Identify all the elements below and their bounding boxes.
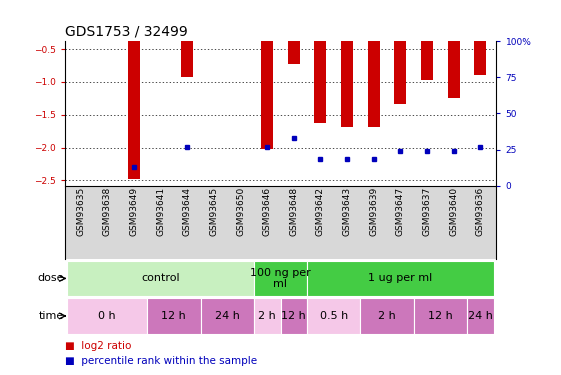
Text: 0.5 h: 0.5 h <box>320 311 348 321</box>
Text: 24 h: 24 h <box>215 311 240 321</box>
Text: GSM93641: GSM93641 <box>156 187 165 236</box>
Bar <box>128 41 140 179</box>
Bar <box>414 298 467 334</box>
Text: GSM93646: GSM93646 <box>263 187 272 236</box>
Text: ■  log2 ratio: ■ log2 ratio <box>65 340 131 351</box>
Bar <box>254 298 280 334</box>
Bar <box>254 261 307 296</box>
Text: 24 h: 24 h <box>468 311 493 321</box>
Text: time: time <box>39 311 64 321</box>
Bar <box>280 298 307 334</box>
Bar <box>307 261 494 296</box>
Text: GSM93640: GSM93640 <box>449 187 458 236</box>
Bar <box>315 41 327 123</box>
Bar <box>307 298 361 334</box>
Bar <box>421 41 433 80</box>
Bar <box>341 41 353 126</box>
Bar <box>361 298 414 334</box>
Bar <box>467 298 494 334</box>
Bar <box>288 41 300 63</box>
Bar <box>200 298 254 334</box>
Text: GDS1753 / 32499: GDS1753 / 32499 <box>65 25 187 39</box>
Text: GSM93638: GSM93638 <box>103 187 112 236</box>
Text: 1 ug per ml: 1 ug per ml <box>369 273 433 284</box>
Bar <box>394 41 407 104</box>
Text: GSM93636: GSM93636 <box>476 187 485 236</box>
Text: 12 h: 12 h <box>282 311 306 321</box>
Text: GSM93647: GSM93647 <box>396 187 405 236</box>
Text: GSM93637: GSM93637 <box>422 187 431 236</box>
Bar <box>67 298 147 334</box>
Text: 100 ng per
ml: 100 ng per ml <box>250 268 311 289</box>
Text: GSM93644: GSM93644 <box>183 187 192 236</box>
Text: GSM93645: GSM93645 <box>209 187 218 236</box>
Text: 2 h: 2 h <box>378 311 396 321</box>
Text: GSM93643: GSM93643 <box>343 187 352 236</box>
Text: ■  percentile rank within the sample: ■ percentile rank within the sample <box>65 356 256 366</box>
Bar <box>475 41 486 75</box>
Bar <box>261 41 273 149</box>
Text: GSM93648: GSM93648 <box>289 187 298 236</box>
Text: 2 h: 2 h <box>258 311 276 321</box>
Text: 0 h: 0 h <box>98 311 116 321</box>
Text: GSM93639: GSM93639 <box>369 187 378 236</box>
Text: dose: dose <box>38 273 64 284</box>
Bar <box>65 186 496 259</box>
Text: control: control <box>141 273 180 284</box>
Bar <box>147 298 200 334</box>
Text: GSM93650: GSM93650 <box>236 187 245 236</box>
Text: 12 h: 12 h <box>428 311 453 321</box>
Text: GSM93649: GSM93649 <box>130 187 139 236</box>
Bar <box>181 41 193 76</box>
Bar <box>67 261 254 296</box>
Text: 12 h: 12 h <box>162 311 186 321</box>
Text: GSM93635: GSM93635 <box>76 187 85 236</box>
Text: GSM93642: GSM93642 <box>316 187 325 236</box>
Bar <box>368 41 380 126</box>
Bar <box>448 41 460 98</box>
